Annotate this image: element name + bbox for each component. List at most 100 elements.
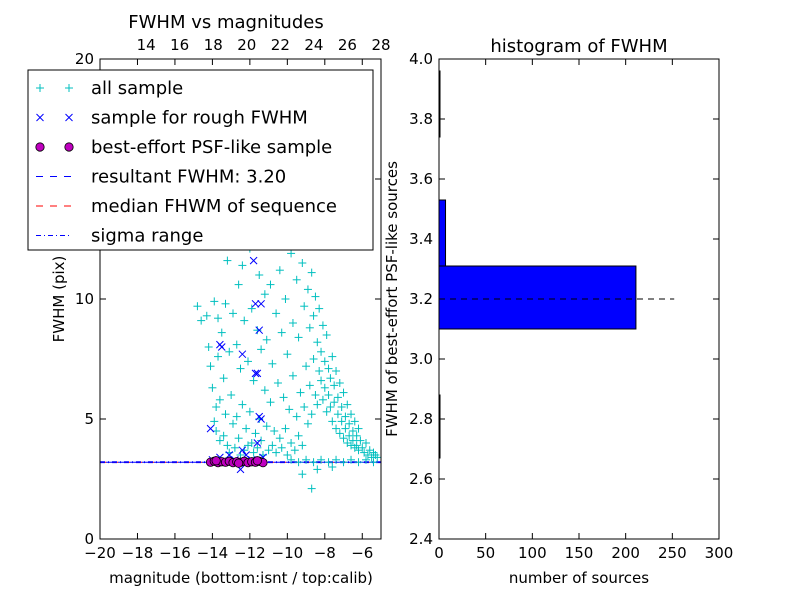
all-sample-point xyxy=(227,391,236,399)
histogram-y-tick-label: 4.0 xyxy=(409,50,433,68)
all-sample-point xyxy=(300,403,309,411)
all-sample-point xyxy=(210,297,219,306)
scatter-top-x-tick-label: 26 xyxy=(338,36,357,54)
legend-frame xyxy=(27,69,374,251)
all-sample-point xyxy=(307,410,316,419)
all-sample-point xyxy=(281,424,290,433)
histogram-x-tick-label: 250 xyxy=(658,544,687,562)
all-sample-point xyxy=(330,381,339,390)
histogram-y-tick-label: 3.6 xyxy=(409,170,433,188)
all-sample-point xyxy=(290,446,299,455)
histogram-x-tick-label: 200 xyxy=(611,544,640,562)
scatter-plot: FWHM vs magnitudes 14 16 18 20 22 24 26 28 −20−… xyxy=(27,12,391,587)
scatter-x-tick-label: −16 xyxy=(159,544,191,562)
rough-sample-point xyxy=(253,369,262,378)
scatter-top-x-tick-label: 18 xyxy=(204,36,223,54)
all-sample-point xyxy=(300,302,309,311)
all-sample-point xyxy=(358,443,367,452)
histogram-plot: histogram of FWHM 0 50 100 150 200 250 300 2.4… xyxy=(383,36,733,587)
all-sample-point xyxy=(309,311,318,320)
scatter-x-tick-label: −18 xyxy=(122,544,154,562)
histogram-y-tick-label: 3.2 xyxy=(409,290,433,308)
scatter-top-x-axis: 14 16 18 20 22 24 26 28 xyxy=(137,36,391,54)
rough-sample-point-b xyxy=(249,256,258,265)
all-sample-point xyxy=(223,256,232,265)
histogram-y-label: FWHM of best-effort PSF-like sources xyxy=(383,161,401,437)
legend-label: sigma range xyxy=(91,226,203,247)
histogram-x-axis: 0 50 100 150 200 250 300 xyxy=(434,59,733,562)
all-sample-point xyxy=(298,470,307,479)
all-sample-point xyxy=(272,309,281,318)
all-sample-point xyxy=(234,280,243,289)
all-sample-point xyxy=(232,340,241,349)
histogram-x-tick-label: 50 xyxy=(476,544,495,562)
legend-entry: all sample xyxy=(36,78,183,99)
all-sample-point xyxy=(219,431,228,440)
all-sample-point xyxy=(343,400,352,409)
all-sample-point xyxy=(257,345,266,354)
all-sample-point xyxy=(242,424,251,433)
all-sample-point xyxy=(223,441,232,450)
all-sample-point xyxy=(249,448,258,457)
rough-sample-point xyxy=(257,415,265,423)
psf-sample-point xyxy=(234,458,244,468)
all-sample-point xyxy=(352,441,361,450)
legend-entry: best-effort PSF-like sample xyxy=(35,137,332,158)
all-sample-point xyxy=(215,395,224,404)
all-sample-point xyxy=(362,439,371,447)
all-sample-point xyxy=(373,453,382,462)
rough-sample-point-b xyxy=(255,326,264,335)
all-sample-point xyxy=(326,403,335,411)
rough-sample-point-b xyxy=(238,350,247,359)
all-sample-point xyxy=(302,362,311,371)
histogram-x-tick-label: 0 xyxy=(434,544,444,562)
all-sample-point xyxy=(287,249,296,258)
all-sample-point xyxy=(320,357,329,366)
all-sample-point xyxy=(243,357,252,366)
all-sample-point xyxy=(337,403,346,411)
histogram-bars xyxy=(438,70,637,459)
scatter-legend: all sample sample for rough FWHM best-effo… xyxy=(27,69,374,251)
all-sample-point xyxy=(330,398,339,407)
all-sample-point xyxy=(255,271,264,279)
all-sample-point xyxy=(332,455,341,464)
all-sample-point xyxy=(262,335,271,344)
all-sample-point xyxy=(287,439,296,447)
all-sample-point xyxy=(247,304,256,313)
all-sample-point xyxy=(288,319,297,327)
all-sample-point xyxy=(322,407,331,416)
all-sample-point xyxy=(315,367,324,375)
all-sample-point xyxy=(221,299,230,308)
all-sample-point xyxy=(247,439,256,447)
scatter-x-tick-label: −12 xyxy=(234,544,266,562)
all-sample-point xyxy=(322,331,331,339)
all-sample-point xyxy=(345,431,354,440)
all-sample-point xyxy=(275,434,284,443)
scatter-bottom-x-axis: −20 −18 −16 −14 −12 −10 −8 −6 xyxy=(84,59,373,562)
all-sample-point xyxy=(238,261,247,270)
legend-label: sample for rough FWHM xyxy=(91,108,308,129)
all-sample-point xyxy=(229,419,238,428)
rough-sample-point-b xyxy=(257,299,265,308)
all-sample-point xyxy=(266,280,275,289)
rough-sample-point xyxy=(238,350,247,359)
all-sample-point xyxy=(315,304,324,313)
rough-sample-point xyxy=(206,424,215,433)
scatter-top-x-tick-label: 24 xyxy=(304,36,323,54)
all-sample-point xyxy=(335,379,344,387)
all-sample-point xyxy=(281,295,290,303)
all-sample-point xyxy=(309,458,318,467)
rough-sample-point xyxy=(253,439,262,447)
all-sample-point xyxy=(287,455,296,464)
all-sample-point xyxy=(230,443,239,452)
all-sample-point xyxy=(311,391,320,399)
histogram-y-tick-label: 2.6 xyxy=(409,470,433,488)
histogram-y-tick-label: 2.8 xyxy=(409,410,433,428)
all-sample-point xyxy=(272,448,281,457)
legend-entry: sigma range xyxy=(36,226,203,247)
all-sample-point xyxy=(320,383,329,392)
all-sample-point xyxy=(288,371,297,380)
all-sample-point xyxy=(215,436,224,445)
all-sample-point xyxy=(257,436,266,445)
rough-sample-point xyxy=(238,446,247,455)
